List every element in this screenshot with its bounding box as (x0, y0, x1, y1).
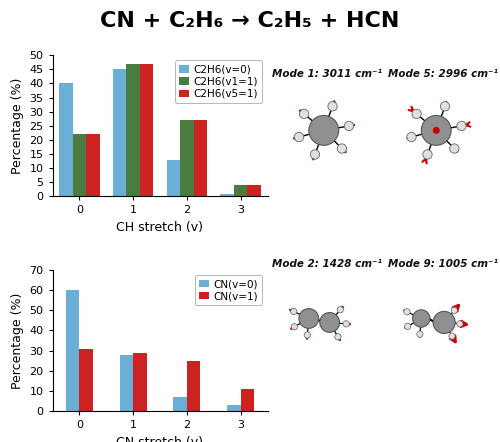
Circle shape (404, 309, 410, 315)
Circle shape (450, 144, 459, 153)
Circle shape (310, 150, 320, 159)
Bar (72, 134, 86, 196)
Text: CN + C₂H₆ → C₂H₅ + HCN: CN + C₂H₆ → C₂H₅ + HCN (100, 11, 400, 31)
Text: Mode 2: 1428 cm⁻¹: Mode 2: 1428 cm⁻¹ (272, 259, 382, 269)
Y-axis label: Percentage (%): Percentage (%) (11, 78, 24, 174)
Bar (180, 120, 194, 196)
Bar (194, 120, 207, 196)
Circle shape (300, 109, 309, 118)
Text: Mode 9: 1005 cm⁻¹: Mode 9: 1005 cm⁻¹ (388, 259, 498, 269)
Bar (227, 405, 240, 411)
Circle shape (309, 115, 338, 145)
Bar (174, 397, 187, 411)
Circle shape (328, 102, 337, 111)
Bar (248, 185, 261, 196)
Circle shape (292, 324, 298, 330)
Circle shape (456, 320, 463, 327)
Circle shape (299, 309, 318, 328)
Circle shape (440, 102, 450, 111)
Circle shape (412, 109, 422, 118)
Circle shape (404, 323, 411, 330)
Circle shape (320, 312, 340, 332)
Y-axis label: Percentage (%): Percentage (%) (11, 292, 24, 389)
Legend: CN(v=0), CN(v=1): CN(v=0), CN(v=1) (195, 275, 262, 305)
Bar (133, 353, 146, 411)
Circle shape (343, 321, 349, 327)
Bar (86, 134, 100, 196)
Bar (166, 160, 180, 196)
Bar (187, 361, 200, 411)
Legend: C2H6(v=0), C2H6(v1=1), C2H6(v5=1): C2H6(v=0), C2H6(v1=1), C2H6(v5=1) (175, 61, 262, 103)
Bar (80, 349, 93, 411)
Circle shape (304, 332, 310, 338)
Text: Mode 5: 2996 cm⁻¹: Mode 5: 2996 cm⁻¹ (388, 69, 498, 79)
Circle shape (451, 307, 458, 313)
Circle shape (422, 115, 451, 145)
Bar (113, 69, 126, 196)
Bar (220, 194, 234, 196)
Circle shape (335, 334, 341, 340)
Bar (59, 84, 72, 196)
Circle shape (423, 150, 432, 159)
Circle shape (434, 128, 439, 133)
Circle shape (457, 121, 466, 130)
Circle shape (449, 333, 455, 339)
Bar (140, 64, 153, 196)
Circle shape (294, 132, 304, 142)
Circle shape (416, 331, 423, 337)
Text: Mode 1: 3011 cm⁻¹: Mode 1: 3011 cm⁻¹ (272, 69, 382, 79)
Circle shape (344, 121, 354, 130)
Bar (234, 185, 247, 196)
Circle shape (407, 132, 416, 142)
Circle shape (337, 144, 346, 153)
Bar (240, 389, 254, 411)
Circle shape (412, 310, 430, 327)
Bar (66, 290, 80, 411)
Circle shape (337, 307, 344, 313)
Bar (120, 354, 133, 411)
Circle shape (290, 309, 297, 315)
Circle shape (433, 311, 455, 333)
Bar (126, 64, 140, 196)
X-axis label: CN stretch (v): CN stretch (v) (116, 436, 204, 442)
X-axis label: CH stretch (v): CH stretch (v) (116, 221, 204, 234)
